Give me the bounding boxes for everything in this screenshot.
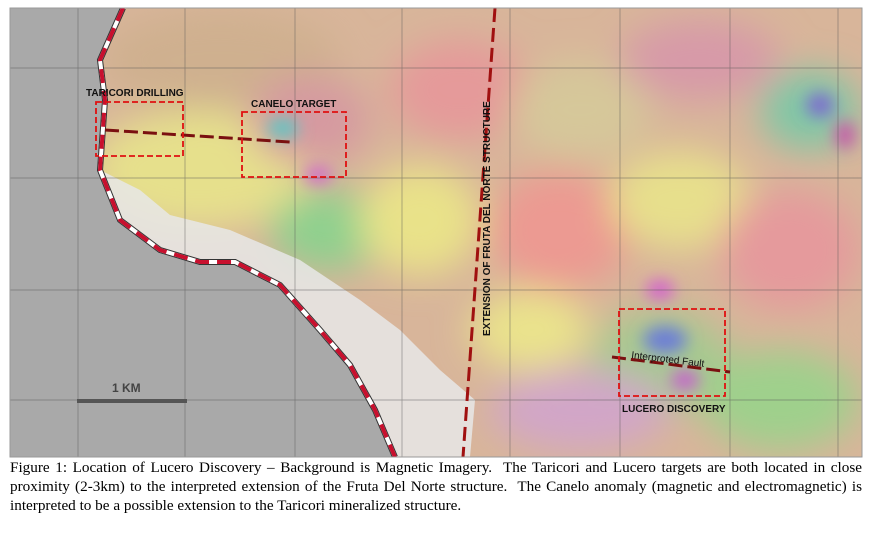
map: TARICORI DRILLING CANELO TARGET EXTENSIO… (9, 7, 863, 458)
road (96, 8, 398, 457)
scale-label: 1 KM (112, 381, 141, 395)
taricori-box (95, 101, 184, 157)
fault-line (611, 355, 731, 374)
light-terrain (100, 170, 475, 457)
caption: Figure 1: Location of Lucero Discovery –… (10, 459, 866, 514)
fruta-label: EXTENSION OF FRUTA DEL NORTE STRUCTURE (482, 101, 493, 336)
map-grid (10, 8, 862, 457)
taricori-label: TARICORI DRILLING (86, 88, 184, 99)
canelo-label: CANELO TARGET (251, 99, 336, 110)
map-border (9, 7, 863, 458)
grey-terrain (10, 8, 395, 457)
fruta-structure (461, 8, 497, 457)
canelo-box (241, 111, 347, 178)
lucero-label: LUCERO DISCOVERY (622, 404, 726, 415)
lucero-box (618, 308, 726, 397)
taricori-structure (104, 128, 291, 144)
